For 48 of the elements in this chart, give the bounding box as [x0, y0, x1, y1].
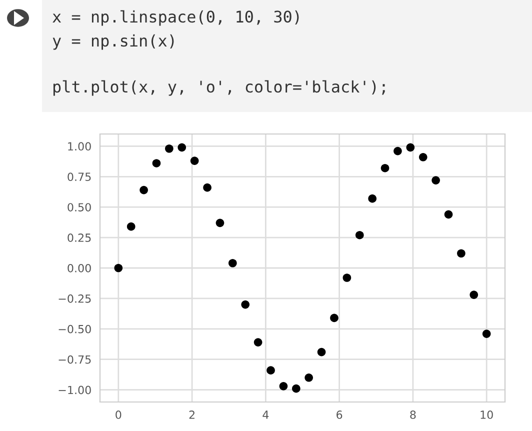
point [304, 373, 313, 382]
y-tick-label: −0.75 [58, 355, 91, 364]
y-tick-label: −1.00 [58, 386, 91, 394]
point [406, 143, 415, 152]
point [203, 183, 212, 192]
point [114, 264, 123, 272]
point [380, 164, 390, 172]
point [355, 230, 364, 240]
x-tick-label: 6 [336, 410, 342, 419]
text: y = np.sin(x) [52, 34, 174, 50]
point [482, 330, 491, 338]
point [228, 258, 237, 268]
point [140, 186, 148, 194]
y-tick-label: 0.25 [68, 234, 91, 242]
point [394, 146, 402, 156]
x-tick-label: 8 [410, 410, 416, 419]
point [165, 144, 174, 153]
text: x = np.linspace(0, 10, 30) [52, 10, 299, 26]
y-tick-label: 1.00 [68, 142, 91, 151]
point [254, 338, 262, 346]
point [470, 290, 478, 299]
x-tick-label: 10 [480, 410, 493, 419]
point [368, 194, 377, 203]
x-tick-label: 2 [189, 410, 194, 419]
y-tick-label: −0.50 [58, 324, 91, 334]
point [216, 218, 224, 228]
text: plt.plot(x, y, 'o', color='black'); [53, 80, 385, 96]
point [418, 152, 428, 162]
y-tick-label: −0.25 [58, 294, 91, 303]
point [342, 274, 352, 282]
point [190, 156, 199, 165]
point [432, 176, 440, 184]
y-tick-label: 0.50 [68, 203, 91, 212]
point [292, 384, 300, 393]
point [152, 159, 161, 168]
point [330, 314, 338, 322]
point [178, 143, 186, 152]
point [279, 382, 288, 390]
point [241, 300, 250, 309]
x-tick-label: 4 [262, 410, 269, 419]
point [457, 249, 466, 258]
point [126, 222, 136, 231]
y-tick-label: 0.00 [68, 264, 91, 272]
y-tick-label: 0.75 [68, 172, 91, 182]
point [317, 348, 326, 356]
point [444, 210, 453, 219]
x-tick-label: 0 [116, 410, 122, 419]
point [266, 366, 275, 374]
